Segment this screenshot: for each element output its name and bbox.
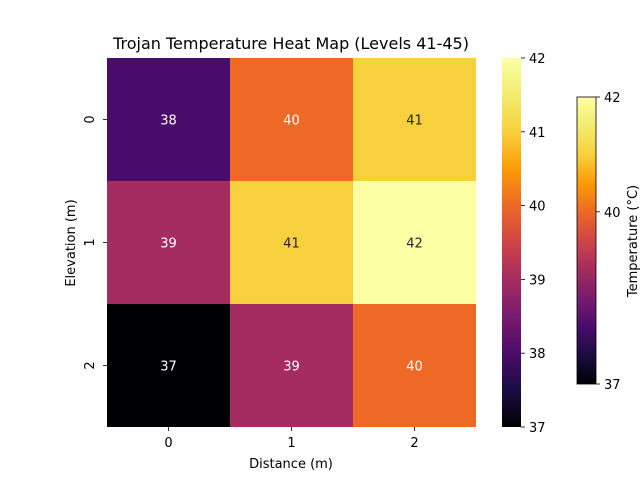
colorbar-secondary: 37 40 42 Temperature (°C) (576, 91, 640, 393)
cell-value-label: 39 (283, 360, 300, 375)
x-tick-label: 0 (164, 436, 172, 451)
colorbar-tick-label: 37 (604, 378, 621, 393)
colorbar-tick-label: 39 (529, 273, 546, 288)
colorbar-tick-label: 42 (529, 52, 546, 67)
heatmap-cell (230, 304, 353, 427)
heatmap-cell (107, 58, 230, 181)
heatmap-cell (230, 58, 353, 181)
cell-value-label: 37 (160, 360, 177, 375)
colorbar-tick-label: 37 (529, 421, 546, 436)
colorbar-main: 37 38 39 40 41 42 (502, 52, 546, 436)
colorbar-secondary-label: Temperature (°C) (626, 185, 640, 298)
y-tick-label: 1 (83, 238, 98, 246)
x-tick-label: 2 (410, 436, 418, 451)
heatmap-cell (353, 58, 476, 181)
colorbar-tick-label: 40 (529, 200, 546, 215)
y-axis-label: Elevation (m) (64, 199, 79, 286)
cell-value-label: 40 (406, 360, 423, 375)
y-tick-label: 0 (83, 115, 98, 123)
cell-value-label: 38 (160, 114, 177, 129)
colorbar-tick-label: 42 (604, 91, 621, 106)
heatmap-cell (107, 181, 230, 304)
cell-value-label: 39 (160, 237, 177, 252)
colorbar-secondary-gradient (576, 96, 597, 385)
heatmap-cell (107, 304, 230, 427)
heatmap-cells (107, 58, 476, 427)
x-axis-ticks: 0 1 2 (164, 427, 419, 451)
x-tick-label: 1 (287, 436, 295, 451)
cell-value-label: 41 (406, 114, 423, 129)
cell-value-label: 41 (283, 237, 300, 252)
colorbar-tick-label: 40 (604, 206, 621, 221)
chart-title: Trojan Temperature Heat Map (Levels 41-4… (112, 34, 469, 53)
heatmap-cell (353, 181, 476, 304)
colorbar-main-ticks: 37 38 39 40 41 42 (521, 52, 546, 436)
heatmap-cell (353, 304, 476, 427)
colorbar-tick-label: 38 (529, 347, 546, 362)
colorbar-secondary-ticks: 37 40 42 (596, 91, 621, 393)
cell-labels: 38 40 41 39 41 42 37 39 40 (160, 114, 423, 375)
heatmap-cell (230, 181, 353, 304)
cell-value-label: 40 (283, 114, 300, 129)
y-axis-ticks: 0 1 2 (83, 115, 107, 370)
cell-value-label: 42 (406, 237, 423, 252)
x-axis-label: Distance (m) (249, 457, 333, 472)
y-tick-label: 2 (83, 361, 98, 369)
colorbar-tick-label: 41 (529, 126, 546, 141)
colorbar-main-gradient (502, 58, 521, 427)
